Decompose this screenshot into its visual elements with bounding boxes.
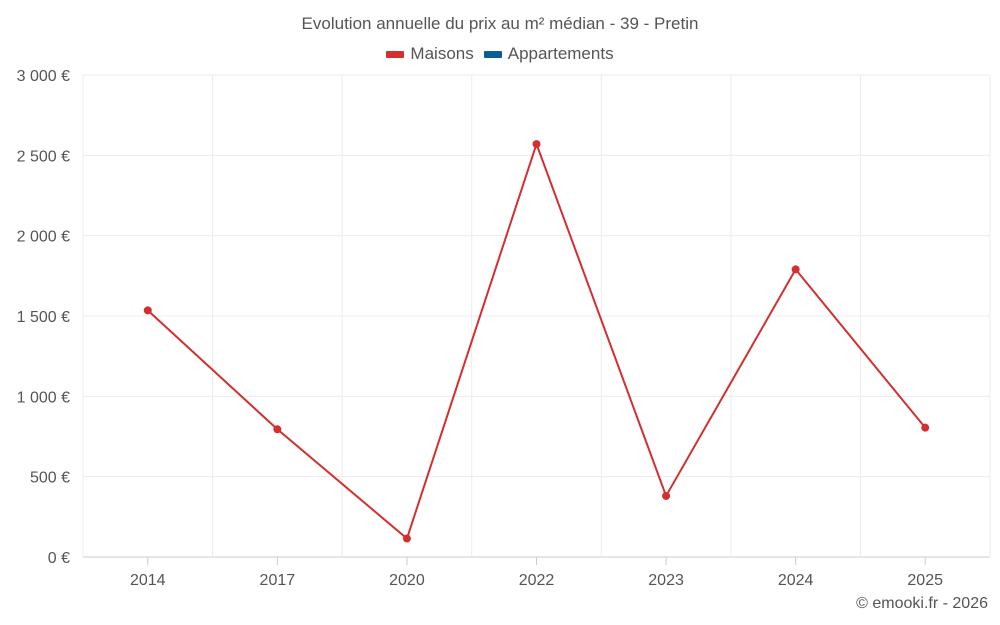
x-tick-label: 2014 bbox=[130, 572, 166, 589]
y-tick-label: 0 € bbox=[48, 550, 70, 567]
y-axis: 0 € 500 € 1 000 € 1 500 € 2 000 € 2 500 € 3 00… bbox=[17, 68, 70, 567]
data-point[interactable] bbox=[143, 306, 152, 315]
x-tick-label: 2020 bbox=[389, 572, 425, 589]
data-point[interactable] bbox=[921, 423, 930, 432]
y-tick-label: 2 000 € bbox=[17, 229, 70, 246]
grid bbox=[82, 74, 991, 558]
series-layer bbox=[143, 140, 930, 543]
data-point[interactable] bbox=[532, 140, 541, 149]
legend-item-maisons[interactable]: Maisons bbox=[386, 44, 474, 64]
x-axis: 2014 2017 2020 2022 2023 2024 2025 bbox=[130, 557, 943, 589]
series-line-maisons bbox=[147, 141, 926, 541]
x-tick-label: 2024 bbox=[778, 572, 814, 589]
legend-label-maisons: Maisons bbox=[410, 44, 474, 63]
chart-legend: Maisons Appartements bbox=[0, 44, 1000, 64]
x-tick-label: 2025 bbox=[907, 572, 943, 589]
copyright-footer: © emooki.fr - 2026 bbox=[856, 595, 988, 612]
data-point[interactable] bbox=[402, 534, 411, 543]
x-tick-label: 2022 bbox=[519, 572, 555, 589]
legend-swatch-maisons bbox=[386, 50, 405, 58]
data-point[interactable] bbox=[273, 425, 282, 434]
chart-title: Evolution annuelle du prix au m² médian … bbox=[301, 14, 699, 33]
y-tick-label: 1 500 € bbox=[17, 309, 70, 326]
legend-swatch-appartements bbox=[483, 50, 502, 58]
x-tick-label: 2017 bbox=[260, 572, 296, 589]
legend-item-appartements[interactable]: Appartements bbox=[483, 44, 614, 64]
data-point[interactable] bbox=[662, 491, 671, 500]
y-tick-label: 2 500 € bbox=[17, 148, 70, 165]
y-tick-label: 500 € bbox=[30, 470, 70, 487]
legend-label-appartements: Appartements bbox=[507, 44, 614, 63]
x-tick-label: 2023 bbox=[648, 572, 684, 589]
data-point[interactable] bbox=[791, 265, 800, 274]
y-tick-label: 1 000 € bbox=[17, 389, 70, 406]
y-tick-label: 3 000 € bbox=[17, 68, 70, 85]
